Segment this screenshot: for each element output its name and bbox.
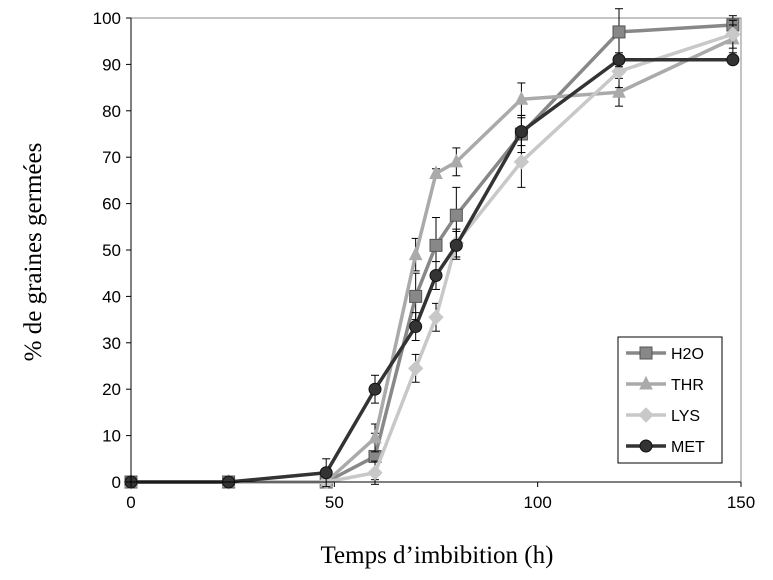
point-met [514,125,528,139]
x-tick-label: 0 [126,493,135,512]
y-axis-title: % de graines germées [20,143,47,362]
point-met [368,382,382,396]
point-thr [408,246,423,261]
point-met [726,53,740,67]
legend-label-met: MET [671,439,705,456]
point-h2o [449,208,463,222]
legend-marker-thr [639,375,653,390]
point-met [429,269,443,283]
point-lys [725,26,741,42]
point-met [319,466,333,480]
y-tick-label: 30 [102,334,121,353]
series-line-met [131,58,733,484]
legend-label-thr: THR [671,377,704,394]
legend-marker-h2o [639,346,653,360]
point-lys [367,465,383,481]
y-tick-label: 10 [102,427,121,446]
y-tick-label: 100 [93,9,121,28]
y-tick-label: 50 [102,241,121,260]
series-met [124,52,740,489]
axes-layer: 0 10 20 30 40 50 60 70 80 90 100 0 50 100 150 [93,9,756,512]
x-tick-label: 150 [727,493,755,512]
y-tick-label: 70 [102,148,121,167]
point-h2o [429,238,443,252]
point-thr [514,91,529,105]
legend-label-h2o: H2O [671,346,704,363]
point-h2o [409,289,423,303]
x-tick-label: 100 [523,493,551,512]
y-tick-label: 90 [102,55,121,74]
y-tick-label: 80 [102,102,121,121]
legend: H2O THR LYS MET [617,336,723,464]
legend-label-lys: LYS [671,408,700,425]
x-tick-label: 50 [325,493,344,512]
y-tick-label: 20 [102,380,121,399]
point-thr [449,153,464,168]
point-thr [368,429,382,444]
legend-box [617,336,723,464]
legend-marker-met [639,439,653,453]
point-lys [407,360,424,377]
point-met [409,320,423,334]
legend-marker-lys [638,407,654,423]
point-thr [429,165,443,179]
point-lys [513,154,530,170]
y-tick-label: 60 [102,195,121,214]
point-met [612,53,626,67]
x-axis-title: Temps d’imbibition (h) [321,542,554,569]
point-met [449,238,463,252]
point-lys [428,309,444,325]
point-thr [612,84,626,98]
y-tick-label: 40 [102,287,121,306]
point-lys [611,63,627,80]
point-h2o [612,25,626,39]
y-tick-label: 0 [112,473,121,492]
